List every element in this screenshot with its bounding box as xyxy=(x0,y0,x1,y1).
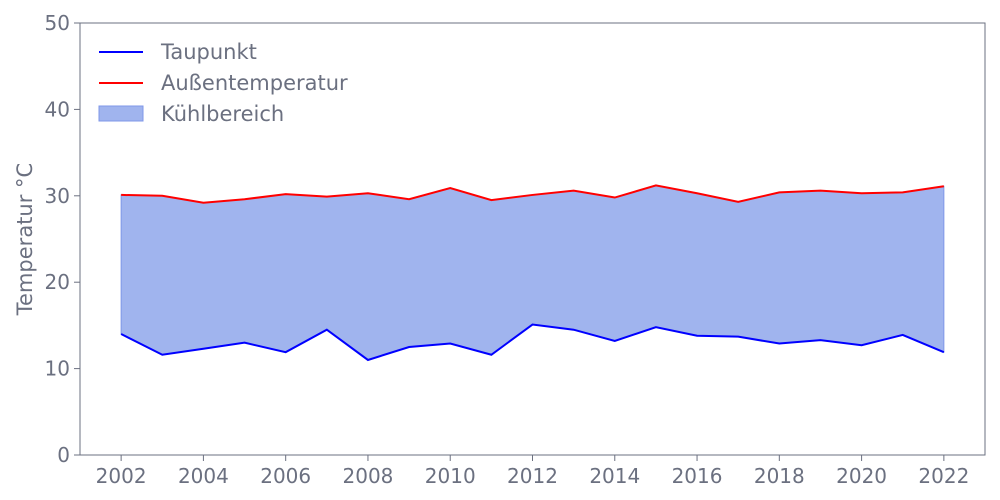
legend-label-taupunkt: Taupunkt xyxy=(160,40,257,64)
x-tick-label: 2022 xyxy=(918,464,969,488)
legend-swatch-kuehlbereich xyxy=(98,105,144,122)
x-tick-label: 2006 xyxy=(260,464,311,488)
y-tick-label: 0 xyxy=(57,443,70,467)
x-tick-label: 2014 xyxy=(589,464,640,488)
legend: Taupunkt Außentemperatur Kühlbereich xyxy=(98,40,348,126)
legend-label-aussentemperatur: Außentemperatur xyxy=(161,71,348,95)
y-tick-label: 50 xyxy=(45,11,70,35)
x-tick-label: 2016 xyxy=(672,464,723,488)
x-tick-label: 2008 xyxy=(343,464,394,488)
x-tick-label: 2020 xyxy=(836,464,887,488)
y-tick-label: 20 xyxy=(45,270,70,294)
line-aussentemperatur xyxy=(121,184,945,204)
x-tick-label: 2004 xyxy=(178,464,229,488)
line-taupunkt xyxy=(120,323,945,362)
legend-label-kuehlbereich: Kühlbereich xyxy=(161,102,284,126)
y-tick-label: 30 xyxy=(45,184,70,208)
x-tick-label: 2018 xyxy=(754,464,805,488)
area-kuehlbereich xyxy=(120,184,945,361)
y-tick-label: 10 xyxy=(45,357,70,381)
x-tick-label: 2010 xyxy=(425,464,476,488)
y-axis-label: Temperatur °C xyxy=(13,163,37,316)
y-tick-label: 40 xyxy=(45,97,70,121)
x-tick-label: 2012 xyxy=(507,464,558,488)
x-tick-label: 2002 xyxy=(96,464,147,488)
